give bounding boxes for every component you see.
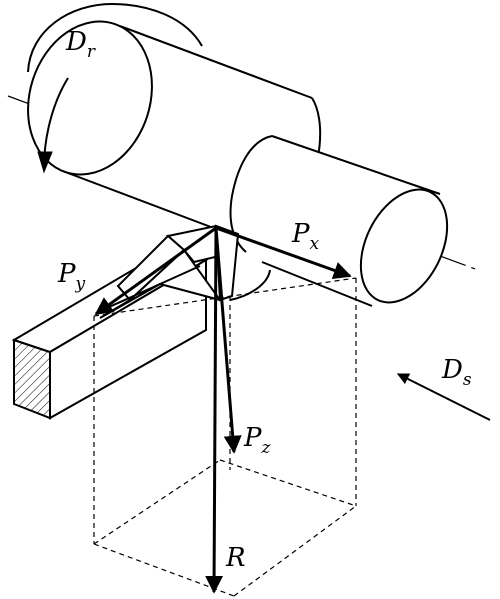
force-pz-arrow	[214, 227, 242, 454]
force-vectors	[94, 226, 491, 594]
label-dr: Dr	[65, 27, 96, 62]
rotation-arrow-dr	[27, 2, 203, 174]
label-py: Py	[57, 259, 86, 294]
resultant-r-arrow	[205, 227, 224, 594]
label-pz: Pz	[243, 423, 272, 458]
small-cylinder	[222, 135, 449, 308]
force-px-arrow	[215, 226, 352, 280]
force-py-arrow	[94, 226, 217, 316]
label-ds: Ds	[441, 355, 472, 390]
label-px: Px	[291, 219, 320, 254]
feed-arrow-ds	[396, 373, 491, 421]
label-r: R	[225, 543, 246, 573]
